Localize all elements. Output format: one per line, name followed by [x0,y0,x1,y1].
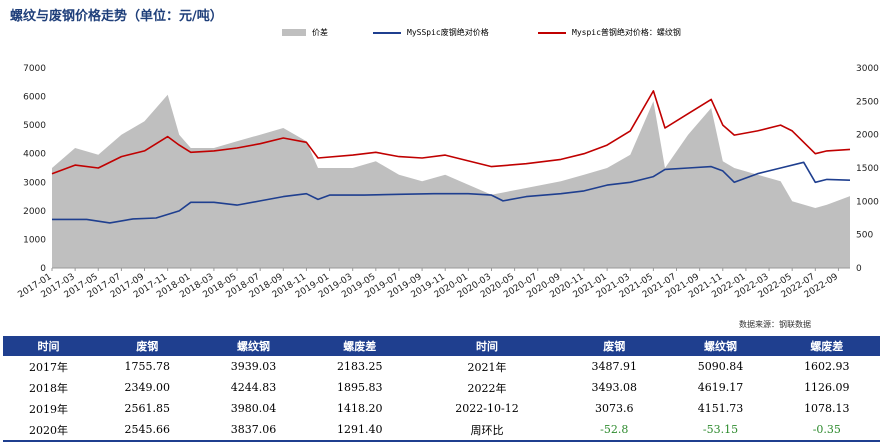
data-source: 数据来源：钢联数据 [739,320,811,329]
legend-swatch-rebar [538,31,566,34]
table-cell: 3487.91 [591,360,637,373]
chart-title: 螺纹与废钢价格走势（单位：元/吨） [10,9,223,24]
table-cell: 2561.85 [124,402,170,415]
price-lines-group [51,90,851,224]
y-right-tick-label: 2500 [856,97,879,107]
table-cell: 1755.78 [124,360,170,373]
table-cell: 1291.40 [306,419,413,442]
legend-label-scrap: MySSpic废钢绝对价格 [407,28,489,37]
y-right-tick-label: 1500 [856,164,879,174]
table-cell: 周环比 [412,419,562,442]
y-right-tick-label: 0 [856,264,862,274]
legend-item-spread: 价差 [282,27,328,38]
table-cell: 2022-10-12 [455,402,519,415]
table-cell: 3939.03 [230,360,277,373]
table-cell: 2022年 [467,381,507,395]
y-left-tick-label: 4000 [23,150,46,160]
table-cell: 2020年 [3,419,95,442]
y-left-tick-label: 0 [40,264,46,274]
y-left-tick-label: 1000 [23,235,46,245]
table-cell: 2019年 [29,402,69,416]
table-cell: 2545.66 [94,419,201,442]
y-left-tick-label: 5000 [23,121,46,131]
y-right-tick-label: 1000 [856,197,879,207]
legend-swatch-spread [282,29,306,36]
table-cell: 4244.83 [230,381,277,394]
y-right-tick-label: 3000 [856,64,879,74]
table-cell: 3073.6 [594,402,634,415]
legend-label-rebar: Myspic普钢绝对价格：螺纹钢 [572,28,681,37]
table-cell: 2018年 [29,381,69,395]
legend-item-scrap: MySSpic废钢绝对价格 [373,27,489,38]
table-row: 2017年 1755.78 3939.03 2183.25 2021年 3487… [3,356,880,377]
table-cell: 1418.20 [337,402,383,415]
header-scrap-2: 废钢 [561,336,668,356]
table-cell: 2183.25 [337,360,383,373]
header-rebar-1: 螺纹钢 [200,336,307,356]
legend-item-rebar: Myspic普钢绝对价格：螺纹钢 [538,27,681,38]
price-summary-table: 时间 废钢 螺纹钢 螺废差 时间 废钢 螺纹钢 螺废差 2017年 1755.7… [3,336,880,442]
table-cell: 4151.73 [697,402,744,415]
table-cell: 1126.09 [804,381,850,394]
y-right-tick-label: 2000 [856,131,879,141]
spread-area-group [52,94,850,268]
table-cell: 3493.08 [591,381,637,394]
header-rebar-2: 螺纹钢 [667,336,774,356]
y-left-tick-label: 7000 [23,64,46,74]
table-cell: 3980.04 [230,402,277,415]
table-cell: 2017年 [29,360,69,374]
header-time-1: 时间 [3,336,95,356]
series-line-rebar [51,90,851,175]
y-left-tick-label: 3000 [23,178,46,188]
legend-label-spread: 价差 [312,28,328,37]
header-scrap-1: 废钢 [94,336,201,356]
table-header-row: 时间 废钢 螺纹钢 螺废差 时间 废钢 螺纹钢 螺废差 [3,336,880,356]
table-cell: 1078.13 [804,402,850,415]
table-cell: -52.8 [561,419,668,442]
table-cell: -53.15 [667,419,774,442]
table-cell: 5090.84 [697,360,744,373]
table-cell: 4619.17 [697,381,744,394]
series-line-scrap [52,161,851,224]
chart-legend: 价差 MySSpic废钢绝对价格 Myspic普钢绝对价格：螺纹钢 [0,27,883,43]
legend-swatch-scrap [373,31,401,34]
table-cell: -0.35 [773,419,880,442]
price-chart: 0 1000 2000 3000 4000 5000 6000 7000 0 500 1000 150… [16,64,879,300]
header-time-2: 时间 [412,336,562,356]
y-left-tick-label: 6000 [23,93,46,103]
table-cell: 1895.83 [337,381,383,394]
table-row: 2020年 2545.66 3837.06 1291.40 周环比 -52.8 … [3,419,880,442]
header-spread-2: 螺废差 [773,336,880,356]
series-area-spread [52,94,850,268]
table-cell: 1602.93 [804,360,850,373]
table-cell: 3837.06 [200,419,307,442]
header-spread-1: 螺废差 [306,336,413,356]
table-cell: 2349.00 [124,381,170,394]
y-right-tick-label: 500 [856,231,873,241]
y-left-tick-label: 2000 [23,207,46,217]
table-cell: 2021年 [467,360,507,374]
table-row: 2018年 2349.00 4244.83 1895.83 2022年 3493… [3,377,880,398]
table-row: 2019年 2561.85 3980.04 1418.20 2022-10-12… [3,398,880,419]
